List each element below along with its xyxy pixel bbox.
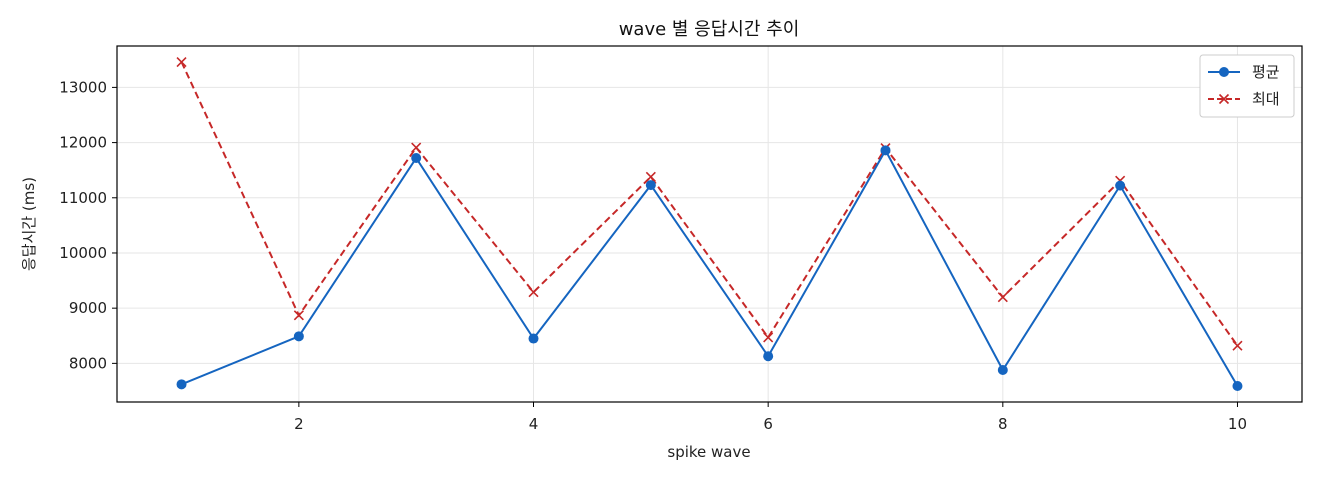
y-tick-label: 9000 bbox=[69, 299, 107, 317]
data-point bbox=[997, 364, 1008, 375]
series-max bbox=[176, 56, 1243, 351]
y-tick-label: 10000 bbox=[59, 244, 107, 262]
legend-label: 평균 bbox=[1252, 63, 1280, 81]
data-point bbox=[1232, 380, 1243, 391]
x-tick-label: 6 bbox=[763, 415, 773, 433]
data-point bbox=[763, 351, 774, 362]
legend-marker bbox=[1218, 93, 1230, 105]
data-point bbox=[528, 333, 539, 344]
tick-layer: 2 4 6 8 10 8000 9000 10000 11000 12000 13000 bbox=[59, 78, 1247, 433]
y-tick-label: 13000 bbox=[59, 78, 107, 96]
y-axis-title: 응답시간 (ms) bbox=[20, 177, 38, 271]
data-point bbox=[176, 56, 187, 68]
y-tick-label: 12000 bbox=[59, 134, 107, 152]
data-point bbox=[1232, 340, 1243, 351]
legend-marker bbox=[1219, 67, 1229, 77]
data-point bbox=[293, 310, 304, 321]
data-point bbox=[411, 153, 422, 164]
y-tick-label: 11000 bbox=[59, 189, 107, 207]
legend-item: 평균 bbox=[1208, 63, 1280, 81]
data-point bbox=[645, 180, 656, 191]
data-point bbox=[293, 331, 304, 342]
data-point bbox=[411, 142, 422, 153]
y-tick-label: 8000 bbox=[69, 354, 107, 372]
data-point bbox=[1115, 180, 1126, 191]
legend-label: 최대 bbox=[1252, 90, 1280, 108]
series-layer bbox=[176, 56, 1243, 391]
chart-title: wave 별 응답시간 추이 bbox=[619, 19, 800, 40]
legend-item: 최대 bbox=[1208, 90, 1280, 108]
series-mean bbox=[176, 145, 1243, 391]
legend-box bbox=[1199, 54, 1295, 118]
data-point bbox=[176, 379, 187, 390]
data-point bbox=[645, 171, 656, 182]
series-line bbox=[180, 61, 1239, 347]
x-tick-label: 10 bbox=[1228, 415, 1247, 433]
x-tick-label: 8 bbox=[998, 415, 1008, 433]
x-tick-label: 2 bbox=[294, 415, 304, 433]
plot-frame bbox=[116, 45, 1303, 403]
data-point bbox=[880, 145, 891, 156]
data-point bbox=[997, 292, 1008, 303]
data-point bbox=[528, 287, 539, 298]
x-tick-label: 4 bbox=[529, 415, 539, 433]
x-axis-title: spike wave bbox=[667, 443, 750, 461]
data-point bbox=[763, 332, 774, 343]
grid-layer bbox=[117, 46, 1302, 402]
series-line bbox=[181, 148, 1239, 387]
